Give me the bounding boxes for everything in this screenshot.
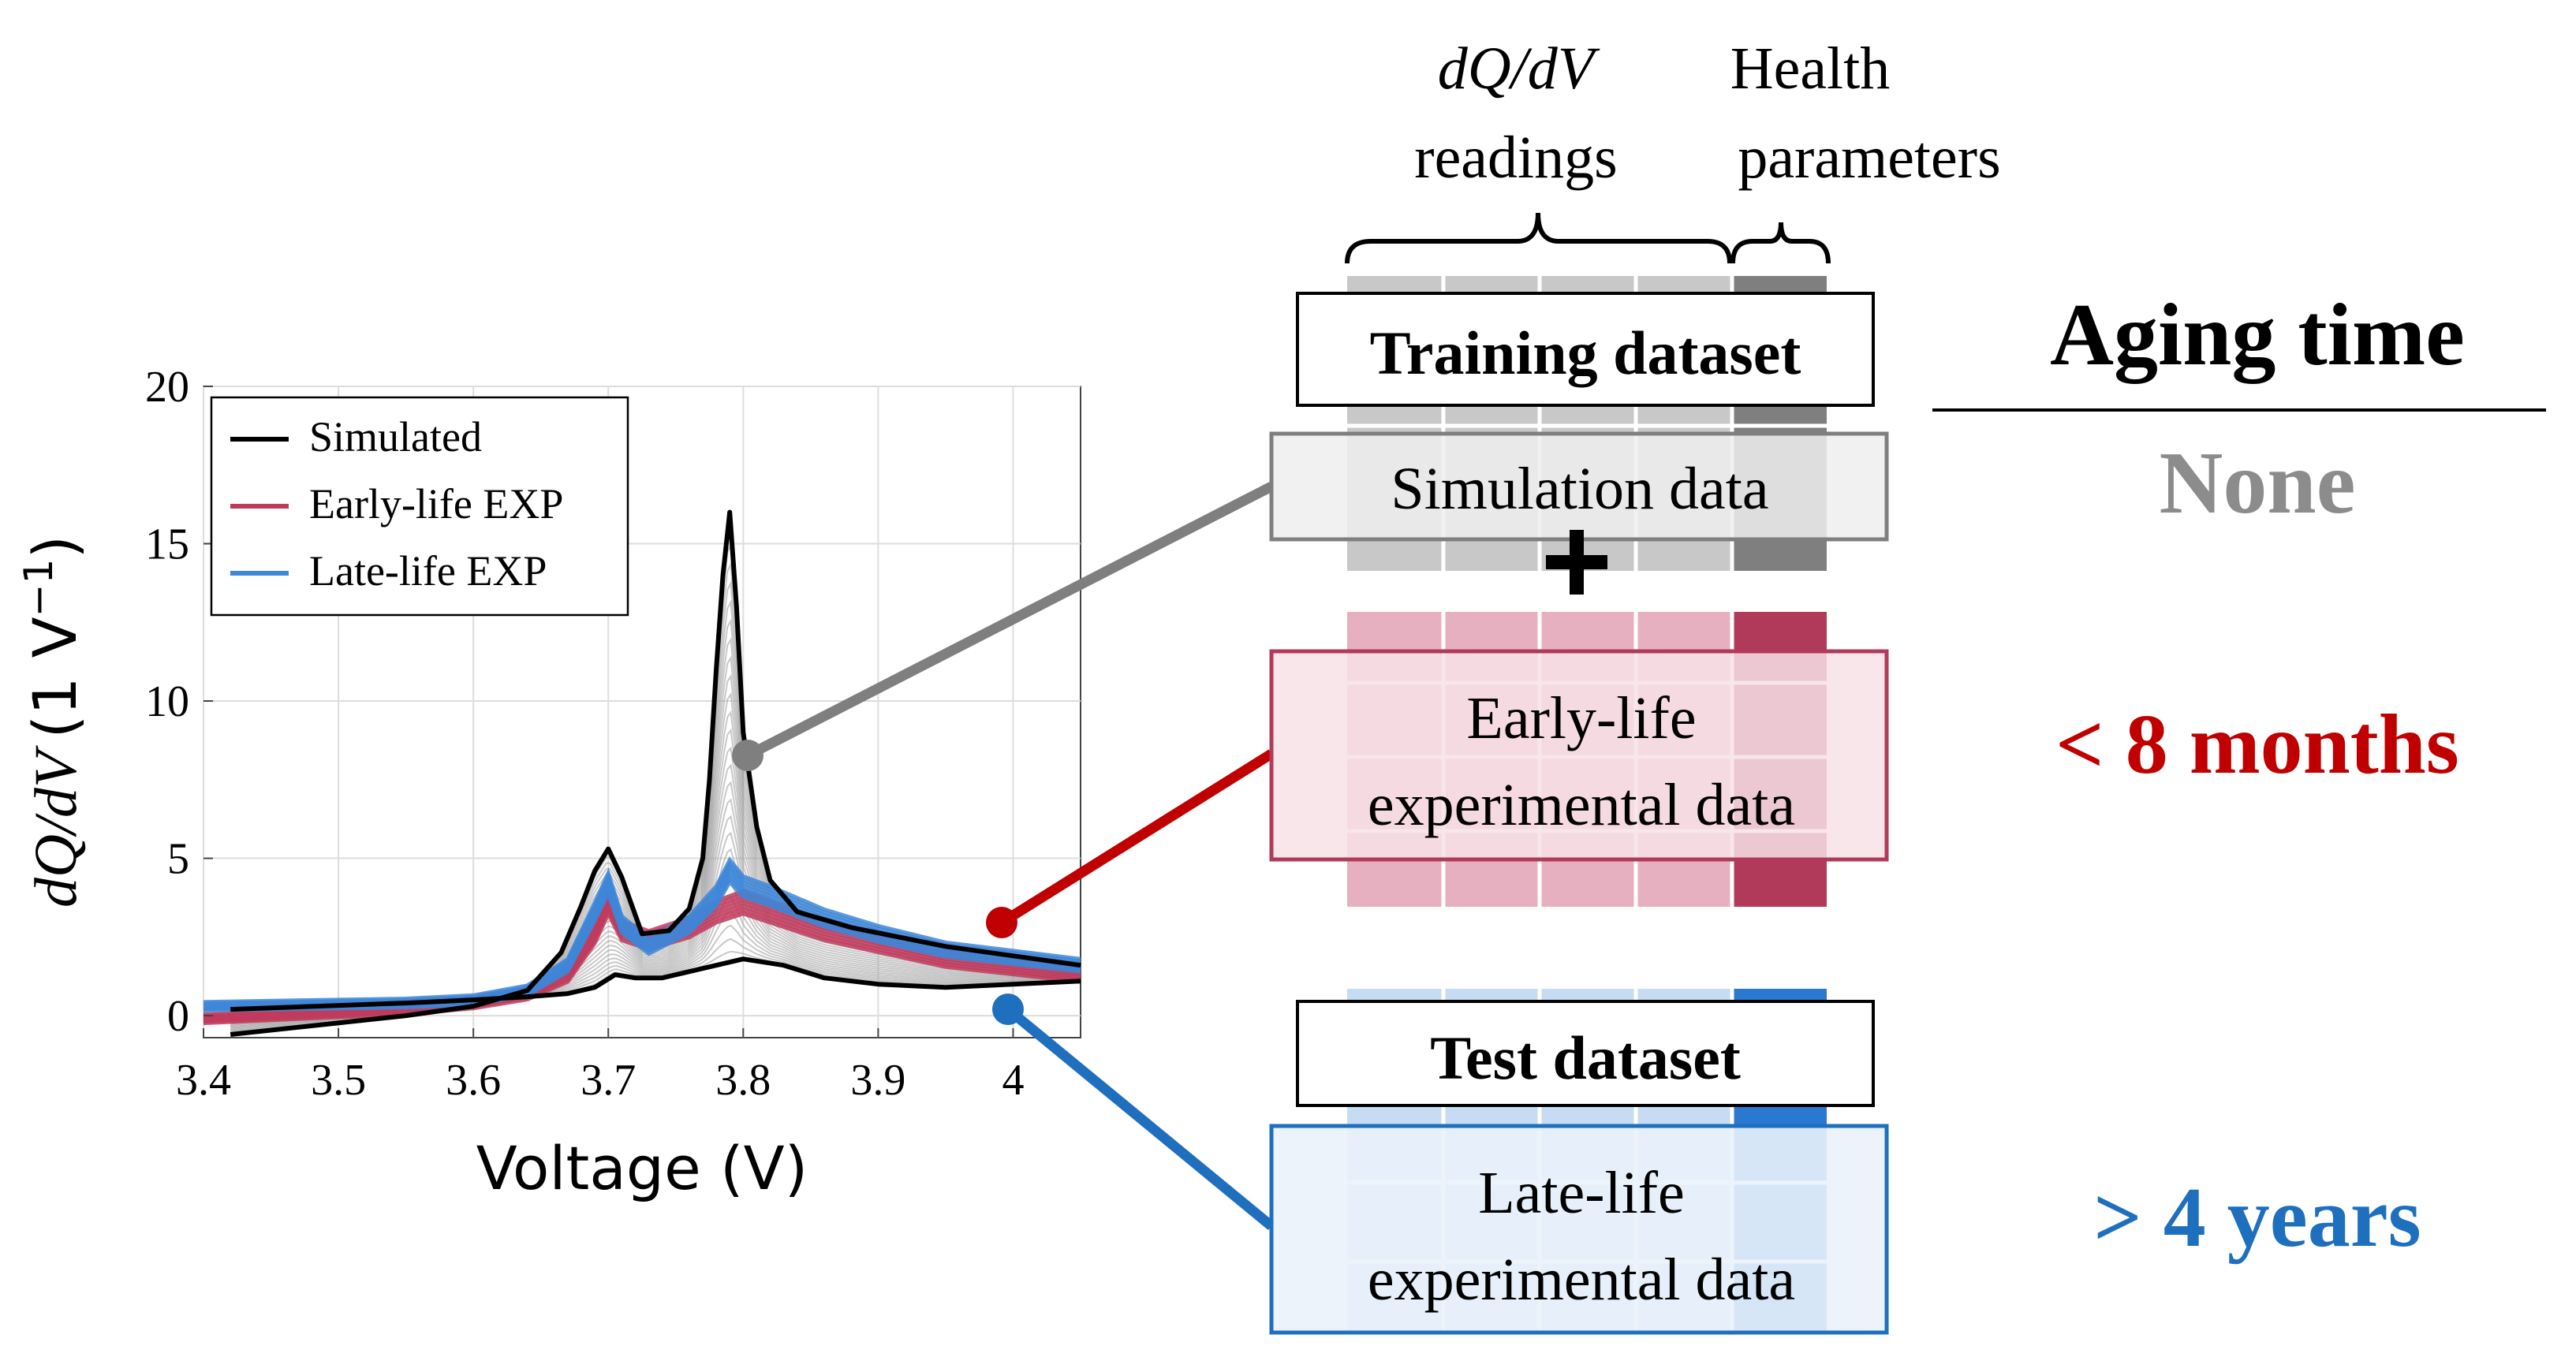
connector-dot-early (986, 907, 1017, 938)
training-label-box (1296, 292, 1875, 407)
aging-early: < 8 months (2055, 698, 2459, 792)
y-axis-label-close: ) (20, 535, 90, 559)
training-label: Training dataset (1370, 319, 1801, 387)
test-label-box (1296, 1000, 1875, 1107)
plus-icon (1546, 530, 1607, 595)
x-ticks: 3.4 3.5 3.6 3.7 3.8 3.9 4 (176, 1028, 1024, 1105)
y-tick-label: 5 (167, 835, 189, 884)
legend-label-early: Early-life EXP (309, 480, 563, 528)
legend-label-simulated: Simulated (309, 413, 482, 460)
x-tick-label: 3.9 (850, 1056, 905, 1105)
aging-time-column: Aging time None < 8 months > 4 years (1932, 286, 2546, 1265)
brace-dqdv (1345, 212, 1732, 264)
late-label-line2: experimental data (1368, 1247, 1795, 1313)
simulated-upper-envelope (230, 509, 1081, 1037)
y-tick-label: 20 (145, 363, 189, 412)
late-label-box (1269, 1124, 1889, 1335)
connectors (732, 482, 1275, 1231)
x-tick-label: 3.8 (715, 1056, 771, 1105)
connector-late (1004, 1005, 1275, 1231)
connector-simulated (745, 482, 1274, 760)
header-parameters: parameters (1738, 125, 2000, 191)
early-label-line1: Early-life (1466, 685, 1696, 751)
simulation-label-box (1269, 431, 1889, 542)
y-ticks: 0 5 10 15 20 (145, 363, 213, 1041)
x-tick-label: 4 (1002, 1056, 1024, 1105)
y-tick-label: 15 (145, 520, 189, 569)
connector-dot-late (992, 994, 1024, 1025)
x-tick-label: 3.6 (446, 1056, 501, 1105)
connector-dot-simulated (732, 740, 763, 771)
aging-late: > 4 years (2093, 1171, 2421, 1265)
y-tick-label: 0 (167, 992, 189, 1041)
late-label-line1: Late-life (1478, 1160, 1685, 1226)
x-axis-label: Voltage (V) (476, 1133, 808, 1203)
header-health: Health (1730, 35, 1891, 102)
y-axis-label: dQ/dV (1 V−1) (16, 535, 90, 908)
y-axis-label-unit: (1 V (20, 617, 90, 738)
y-axis-label-text: dQ/dV (1 V−1) (16, 535, 90, 908)
aging-none: None (2160, 434, 2356, 532)
x-tick-label: 3.5 (311, 1056, 366, 1105)
early-label-box (1269, 649, 1889, 862)
legend: Simulated Early-life EXP Late-life EXP (210, 396, 629, 617)
y-axis-label-italic: dQ/dV (23, 745, 89, 908)
simulation-label: Simulation data (1391, 456, 1768, 522)
connector-early (999, 749, 1275, 927)
y-axis-label-sup: −1 (16, 559, 62, 617)
series-layer (203, 509, 1081, 1037)
brace-health (1730, 222, 1831, 264)
dqdv-chart: 3.4 3.5 3.6 3.7 3.8 3.9 4 0 5 10 15 20 Simulated E… (16, 363, 1081, 1203)
simulated-lower-envelope (230, 956, 1081, 1012)
y-tick-label: 10 (145, 677, 189, 726)
header-dqdv: dQ/dV (1438, 35, 1600, 102)
aging-title: Aging time (2050, 286, 2465, 384)
early-label-line2: experimental data (1368, 772, 1795, 838)
x-tick-label: 3.7 (581, 1056, 636, 1105)
header-readings: readings (1414, 125, 1617, 191)
test-label: Test dataset (1430, 1023, 1741, 1092)
dataset-diagram: dQ/dV readings Health parameters Trainin… (1269, 35, 2001, 1335)
legend-label-late: Late-life EXP (309, 547, 547, 595)
x-tick-label: 3.4 (176, 1056, 231, 1105)
